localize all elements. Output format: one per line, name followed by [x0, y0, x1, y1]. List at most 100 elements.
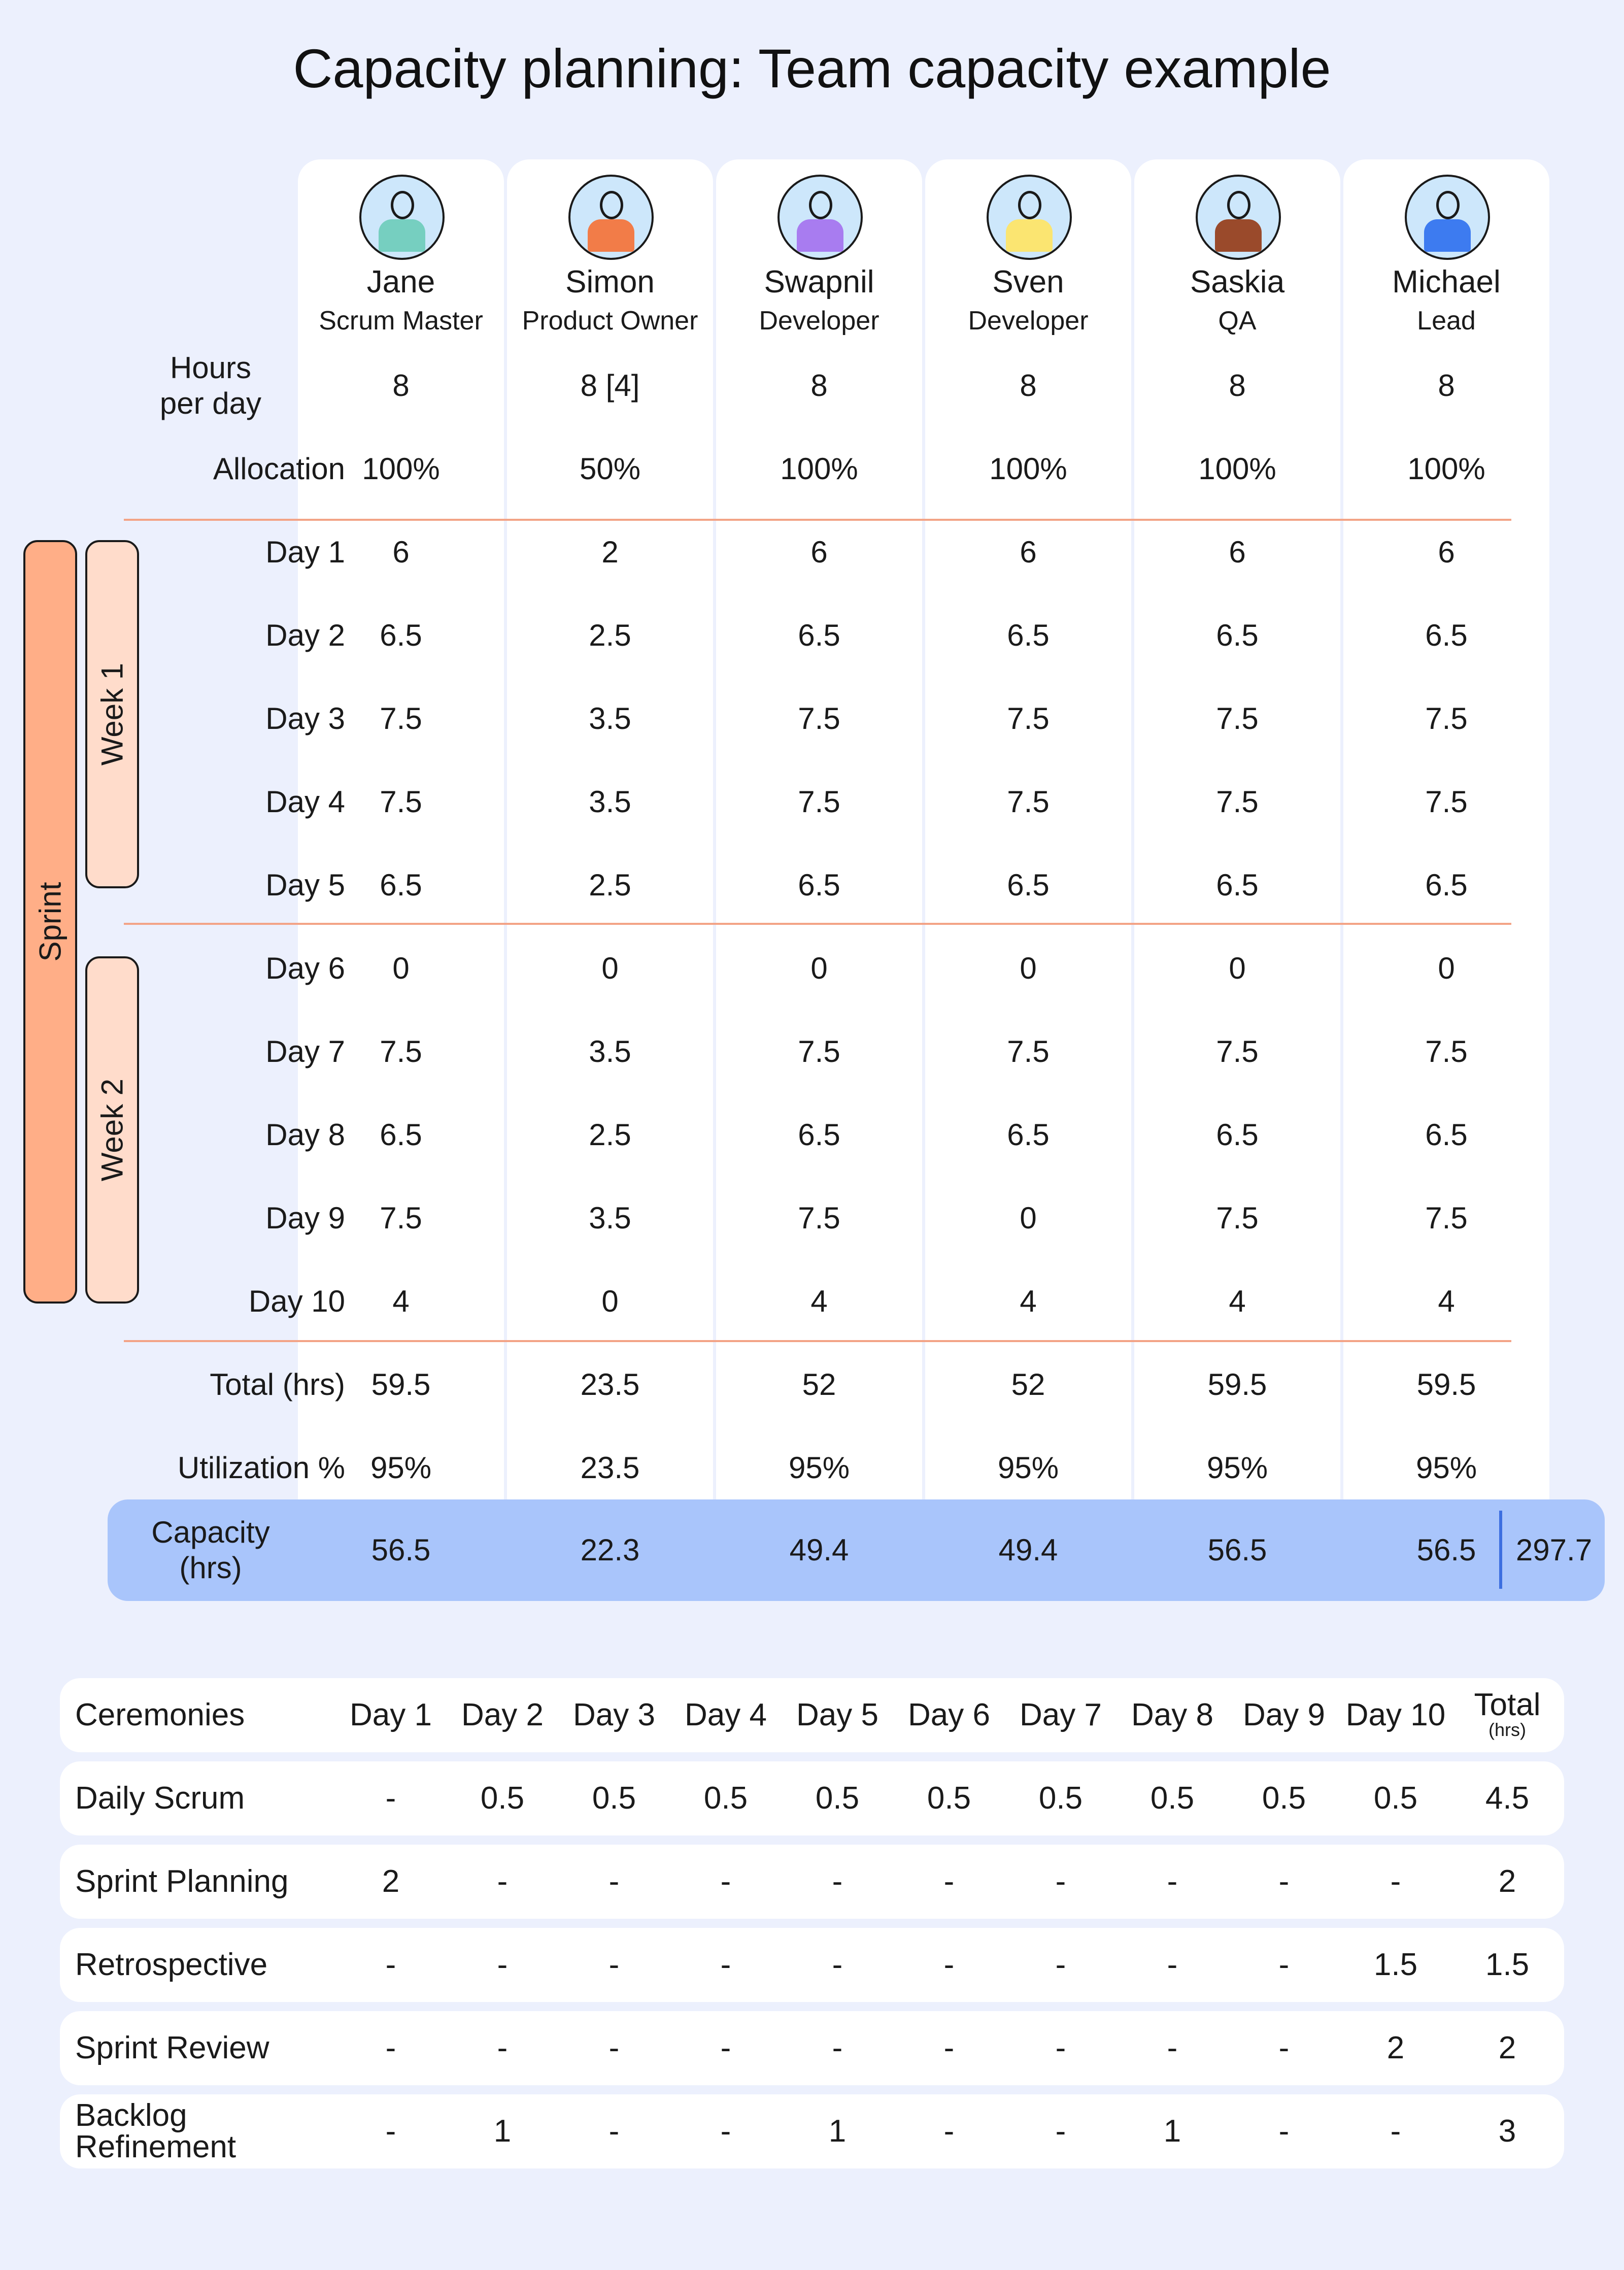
- ceremony-hours-value: -: [385, 2030, 396, 2065]
- member-name: Sven: [992, 264, 1064, 299]
- avatar-head-shape: [391, 191, 414, 219]
- day-hours-value: 3.5: [589, 702, 631, 736]
- ceremony-hours-value: -: [832, 1864, 843, 1899]
- allocation-value: 100%: [780, 452, 858, 486]
- day-hours-value: 0: [1229, 951, 1246, 985]
- ceremony-hours-value: 0.5: [815, 1781, 860, 1816]
- avatar-icon: [777, 175, 863, 260]
- day-hours-value: 6: [1229, 535, 1246, 569]
- member-role: Scrum Master: [319, 306, 483, 336]
- ceremony-hours-value: -: [497, 1947, 508, 1982]
- ceremony-hours-value: -: [497, 1864, 508, 1899]
- ceremony-hours-value: -: [943, 2030, 955, 2065]
- ceremony-hours-value: 1: [493, 2114, 512, 2149]
- row-separator: [124, 1340, 1511, 1342]
- ceremony-total-value: 3: [1498, 2114, 1516, 2149]
- ceremony-hours-value: -: [608, 2030, 620, 2065]
- capacity-value: 56.5: [1416, 1533, 1476, 1567]
- capacity-total-divider: [1499, 1511, 1502, 1589]
- day-hours-value: 7.5: [380, 1034, 422, 1069]
- day-hours-value: 7.5: [1007, 785, 1050, 819]
- ceremony-hours-value: 0.5: [1262, 1781, 1306, 1816]
- week-1-bracket: Week 1: [85, 540, 139, 888]
- hours-per-day-label-line: per day: [159, 386, 262, 420]
- day-hours-value: 0: [1020, 951, 1037, 985]
- capacity-label: Capacity (hrs): [137, 1515, 284, 1586]
- member-name: Jane: [366, 264, 435, 299]
- ceremony-total-value: 4.5: [1485, 1781, 1530, 1816]
- day-hours-value: 7.5: [798, 702, 840, 736]
- ceremony-name-line1: Sprint Planning: [75, 1864, 289, 1899]
- member-column-card: Sven Developer: [925, 159, 1131, 1520]
- member-column-card: Jane Scrum Master: [298, 159, 504, 1520]
- day-hours-value: 7.5: [1216, 1034, 1259, 1069]
- day-hours-value: 4: [1020, 1284, 1037, 1318]
- member-column-card: Simon Product Owner: [507, 159, 713, 1520]
- total-hours-value: 52: [802, 1367, 836, 1401]
- capacity-row-highlight: [108, 1499, 1605, 1601]
- ceremony-hours-value: -: [1055, 2030, 1066, 2065]
- member-column-card: Michael Lead: [1343, 159, 1549, 1520]
- capacity-label-line: Capacity: [151, 1515, 270, 1549]
- ceremony-total-value: 2: [1498, 1864, 1516, 1899]
- day-hours-value: 6.5: [1007, 1118, 1050, 1152]
- ceremony-hours-value: -: [1390, 2114, 1401, 2149]
- day-hours-value: 7.5: [1216, 785, 1259, 819]
- day-label: Day 9: [265, 1201, 345, 1235]
- member-column-card: Saskia QA: [1134, 159, 1340, 1520]
- ceremony-row: Backlog Refinement - 1 - - 1 - - 1 - - 3: [60, 2094, 1564, 2168]
- day-label: Day 5: [265, 868, 345, 902]
- day-hours-value: 0: [1438, 951, 1455, 985]
- day-hours-value: 6.5: [1425, 618, 1468, 652]
- ceremony-hours-value: -: [385, 1947, 396, 1982]
- day-hours-value: 6.5: [1425, 1118, 1468, 1152]
- day-hours-value: 7.5: [1216, 1201, 1259, 1235]
- day-label: Day 2: [265, 618, 345, 652]
- day-hours-value: 6.5: [1216, 1118, 1259, 1152]
- ceremonies-day-header: Day 9: [1243, 1697, 1325, 1732]
- hours-per-day-value: 8: [810, 369, 828, 403]
- allocation-value: 100%: [1407, 452, 1485, 486]
- ceremonies-header-row: Ceremonies Day 1 Day 2 Day 3 Day 4 Day 5 Day 6…: [60, 1678, 1564, 1752]
- ceremonies-day-header: Day 10: [1345, 1697, 1446, 1732]
- utilization-value: 95%: [370, 1451, 432, 1485]
- hours-per-day-label: Hours per day: [137, 350, 284, 421]
- day-hours-value: 6: [392, 535, 410, 569]
- ceremony-hours-value: -: [608, 1947, 620, 1982]
- capacity-value: 56.5: [371, 1533, 431, 1567]
- ceremonies-day-header: Day 1: [350, 1697, 432, 1732]
- ceremony-hours-value: 2: [1386, 2030, 1405, 2065]
- day-hours-value: 6.5: [380, 868, 422, 902]
- hours-per-day-label-line: Hours: [170, 351, 252, 385]
- ceremony-row: Sprint Planning 2 - - - - - - - - - 2: [60, 1845, 1564, 1919]
- ceremony-hours-value: -: [497, 2030, 508, 2065]
- ceremony-hours-value: -: [1167, 1947, 1178, 1982]
- day-hours-value: 6.5: [1216, 618, 1259, 652]
- avatar-body-shape: [379, 219, 425, 252]
- total-hours-value: 52: [1011, 1367, 1045, 1401]
- day-hours-value: 6.5: [798, 868, 840, 902]
- total-hours-value: 59.5: [1207, 1367, 1267, 1401]
- ceremony-hours-value: -: [1055, 2114, 1066, 2149]
- utilization-label: Utilization %: [177, 1451, 345, 1485]
- hours-per-day-value: 8: [1020, 369, 1037, 403]
- day-hours-value: 2.5: [589, 618, 631, 652]
- ceremonies-day-header: Day 2: [461, 1697, 544, 1732]
- avatar-icon: [1196, 175, 1281, 260]
- day-hours-value: 7.5: [798, 1201, 840, 1235]
- day-hours-value: 3.5: [589, 785, 631, 819]
- ceremony-hours-value: -: [720, 2114, 731, 2149]
- day-hours-value: 7.5: [1007, 1034, 1050, 1069]
- day-label: Day 10: [248, 1284, 345, 1318]
- day-hours-value: 6.5: [380, 1118, 422, 1152]
- utilization-value: 95%: [1206, 1451, 1268, 1485]
- member-header: Simon Product Owner: [507, 159, 713, 510]
- utilization-value: 95%: [1415, 1451, 1477, 1485]
- day-hours-value: 4: [1438, 1284, 1455, 1318]
- ceremonies-day-header: Day 5: [796, 1697, 878, 1732]
- ceremony-hours-value: -: [1278, 1947, 1290, 1982]
- ceremony-hours-value: -: [1390, 1864, 1401, 1899]
- avatar-icon: [987, 175, 1072, 260]
- day-hours-value: 6.5: [1216, 868, 1259, 902]
- ceremony-hours-value: 1: [828, 2114, 847, 2149]
